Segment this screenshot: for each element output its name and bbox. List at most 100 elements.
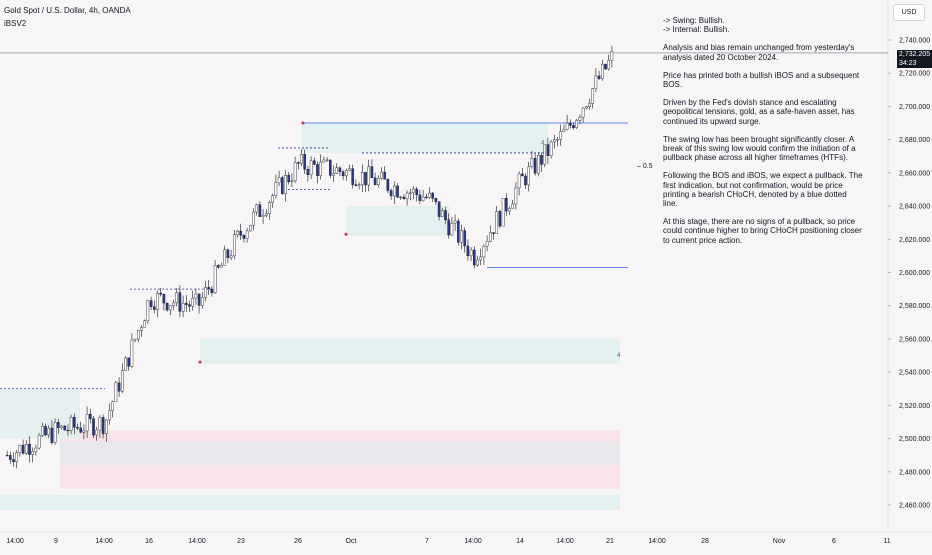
zone-mitigated bbox=[60, 441, 620, 466]
candle bbox=[322, 159, 326, 163]
candle bbox=[28, 444, 31, 455]
candle bbox=[527, 166, 530, 186]
candle bbox=[12, 459, 15, 462]
candle bbox=[463, 230, 467, 247]
candle bbox=[597, 75, 601, 79]
price-tick-label: 2,480.000 bbox=[899, 469, 930, 476]
candle bbox=[610, 51, 614, 61]
time-tick-label: Oct bbox=[346, 538, 357, 545]
candle bbox=[146, 300, 150, 322]
candle bbox=[140, 327, 143, 331]
time-tick-label: 16 bbox=[145, 538, 153, 545]
candle bbox=[184, 302, 188, 305]
candle bbox=[530, 158, 534, 167]
candle bbox=[85, 413, 89, 432]
time-tick-label: 9 bbox=[54, 538, 58, 545]
note-swing: -> Swing: Bullish. bbox=[663, 16, 725, 25]
candle bbox=[601, 63, 604, 79]
candle bbox=[578, 116, 582, 121]
candle bbox=[50, 427, 54, 443]
candle bbox=[76, 427, 79, 429]
candle bbox=[549, 141, 553, 156]
candle bbox=[277, 177, 281, 183]
candle bbox=[553, 139, 556, 143]
candle bbox=[297, 162, 300, 164]
candle bbox=[501, 197, 505, 227]
candle bbox=[197, 293, 201, 306]
candle bbox=[111, 401, 114, 412]
candle bbox=[389, 190, 393, 197]
candle bbox=[546, 144, 550, 156]
candle bbox=[393, 185, 396, 197]
candle bbox=[213, 265, 217, 293]
candle bbox=[156, 292, 159, 310]
time-tick-label: Nov bbox=[773, 538, 786, 545]
candle bbox=[194, 293, 198, 299]
price-tick-label: 2,460.000 bbox=[899, 503, 930, 510]
time-tick-label: 14:00 bbox=[6, 538, 24, 545]
candle bbox=[152, 306, 156, 310]
candle bbox=[453, 220, 457, 224]
candle bbox=[319, 161, 323, 176]
candle bbox=[66, 429, 70, 432]
candle bbox=[591, 88, 594, 104]
zone-number-label: 4 bbox=[617, 353, 621, 359]
candle bbox=[114, 382, 118, 402]
candle bbox=[149, 300, 153, 307]
candle bbox=[239, 230, 243, 236]
bar-countdown: 34:23 bbox=[897, 59, 932, 68]
candle bbox=[143, 320, 147, 328]
candle bbox=[524, 175, 527, 186]
candle bbox=[562, 129, 566, 132]
zone-number-label: 4 bbox=[541, 141, 545, 147]
candle bbox=[412, 188, 415, 194]
candle bbox=[575, 120, 578, 128]
price-tick-label: 2,500.000 bbox=[899, 436, 930, 443]
note-internal: -> Internal: Bullish. bbox=[663, 25, 730, 35]
zone-demand bbox=[302, 123, 548, 153]
last-price-tag: 2,732.205 bbox=[897, 50, 932, 59]
analysis-notes: -> Swing: Bullish. -> Internal: Bullish.… bbox=[663, 16, 863, 245]
candle bbox=[258, 204, 262, 217]
candle bbox=[172, 302, 175, 306]
candle bbox=[98, 417, 102, 431]
candle bbox=[63, 425, 66, 431]
candle bbox=[354, 184, 358, 186]
time-tick-label: 7 bbox=[425, 538, 429, 545]
price-tick-label: 2,600.000 bbox=[899, 270, 930, 277]
candle bbox=[248, 225, 252, 232]
price-tick-label: 2,720.000 bbox=[899, 71, 930, 78]
candle bbox=[37, 435, 41, 449]
candle bbox=[245, 230, 249, 239]
candle bbox=[479, 256, 483, 261]
candle bbox=[604, 63, 607, 70]
candle bbox=[569, 122, 572, 126]
fib-label: – 0.5 bbox=[637, 163, 653, 170]
candle bbox=[514, 187, 518, 205]
price-tick-label: 2,560.000 bbox=[899, 336, 930, 343]
candle bbox=[444, 210, 447, 221]
candle bbox=[473, 249, 476, 266]
candle bbox=[220, 265, 223, 268]
candle bbox=[498, 211, 502, 227]
candle bbox=[517, 173, 521, 189]
candle bbox=[482, 245, 486, 258]
price-tick-label: 2,740.000 bbox=[899, 38, 930, 45]
candle bbox=[168, 305, 172, 311]
candle bbox=[242, 235, 246, 239]
candle bbox=[104, 419, 108, 434]
candle bbox=[329, 159, 332, 176]
candle bbox=[325, 159, 329, 161]
indicator-label[interactable]: iBSV2 bbox=[4, 19, 27, 28]
candle bbox=[402, 196, 406, 200]
currency-button[interactable]: USD bbox=[893, 4, 925, 21]
candle bbox=[252, 211, 255, 226]
candle bbox=[165, 302, 169, 311]
candle bbox=[357, 184, 361, 186]
candle bbox=[255, 204, 259, 213]
candle bbox=[466, 245, 470, 256]
note-pullback: Following the BOS and iBOS, we expect a … bbox=[663, 171, 863, 209]
candle bbox=[492, 232, 495, 234]
